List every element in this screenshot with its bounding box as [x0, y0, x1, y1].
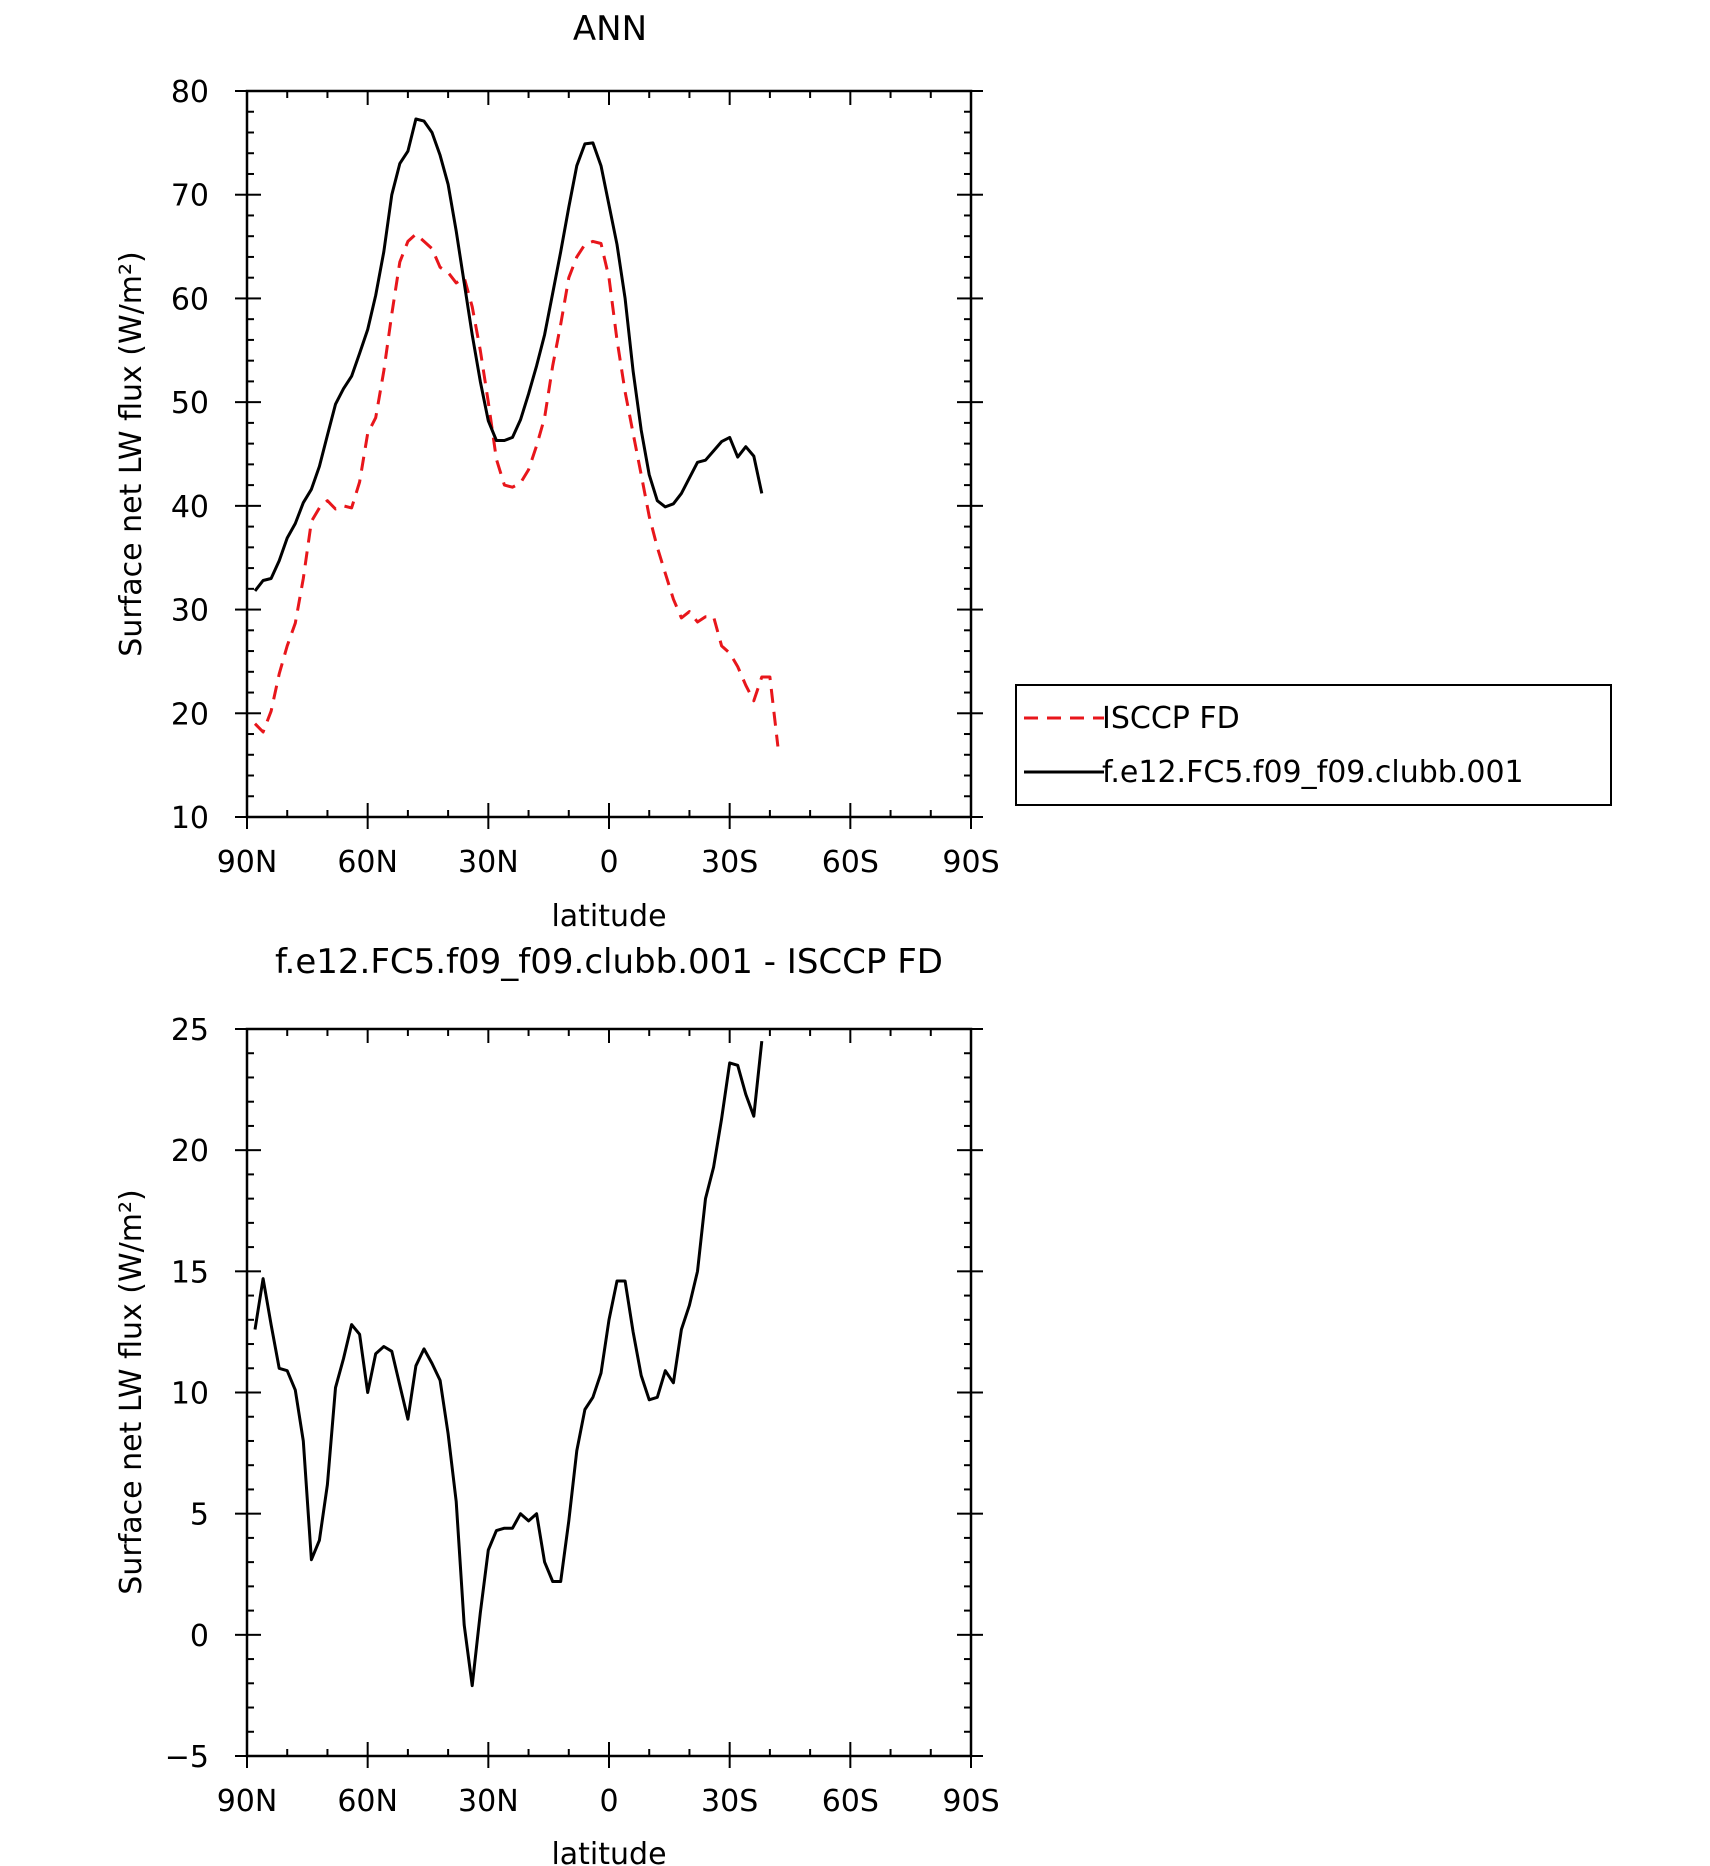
bottom-xtick-label: 90N: [217, 1784, 278, 1819]
top-series-line-0: [253, 232, 780, 747]
top-chart-xlabel: latitude: [551, 899, 666, 934]
bottom-xtick-label: 60N: [337, 1784, 398, 1819]
bottom-ytick-label: −5: [165, 1740, 209, 1775]
legend-label-isccp: ISCCP FD: [1102, 701, 1240, 736]
top-ytick-label: 10: [171, 801, 209, 836]
top-xtick-label: 30N: [458, 845, 519, 880]
bottom-ytick-label: 20: [171, 1134, 209, 1169]
top-chart-ylabel: Surface net LW flux (W/m²): [114, 251, 149, 656]
top-series-line-1: [253, 117, 764, 592]
top-chart-title: ANN: [573, 9, 647, 49]
bottom-xtick-label: 60S: [822, 1784, 879, 1819]
top-ytick-label: 80: [171, 75, 209, 110]
bottom-ytick-label: 25: [171, 1013, 209, 1048]
bottom-chart-title: f.e12.FC5.f09_f09.clubb.001 - ISCCP FD: [275, 942, 943, 982]
top-xtick-label: 0: [599, 845, 618, 880]
top-chart-tick-labels: 90N 60N 30N 0 30S 60S 90S 10 20 30 40 50 60 70 80: [171, 75, 1000, 880]
top-ytick-label: 40: [171, 490, 209, 525]
top-ytick-label: 70: [171, 179, 209, 214]
top-ytick-label: 20: [171, 697, 209, 732]
top-xtick-label: 60S: [822, 845, 879, 880]
top-xtick-label: 90S: [942, 845, 999, 880]
bottom-ytick-label: 10: [171, 1377, 209, 1412]
bottom-ytick-label: 0: [190, 1619, 209, 1654]
bottom-chart-ticks: [235, 1028, 983, 1768]
top-chart-series: [253, 117, 780, 747]
top-chart: ANN 90N 60N 30N 0 30S 60S 90S1020304050607080 …: [114, 9, 1612, 934]
bottom-chart-tick-labels: 90N 60N 30N 0 30S 60S 90S −5 0 5 10 15 20 25: [165, 1013, 1000, 1819]
bottom-chart-ylabel: Surface net LW flux (W/m²): [114, 1189, 149, 1594]
top-xtick-label: 90N: [217, 845, 278, 880]
bottom-xtick-label: 30N: [458, 1784, 519, 1819]
bottom-chart-xlabel: latitude: [551, 1837, 666, 1866]
legend: ISCCP FD f.e12.FC5.f09_f09.clubb.001: [1015, 684, 1612, 806]
top-xtick-label: 30S: [701, 845, 758, 880]
bottom-xtick-label: 90S: [942, 1784, 999, 1819]
bottom-xtick-label: 0: [599, 1784, 618, 1819]
top-chart-frame: [245, 89, 973, 819]
legend-label-model: f.e12.FC5.f09_f09.clubb.001: [1102, 755, 1524, 790]
bottom-ytick-label: 15: [171, 1255, 209, 1290]
top-ytick-label: 30: [171, 594, 209, 629]
bottom-chart-series: [253, 1040, 764, 1688]
top-xtick-label: 60N: [337, 845, 398, 880]
bottom-chart: f.e12.FC5.f09_f09.clubb.001 - ISCCP FD 9…: [114, 942, 1000, 1866]
bottom-series-line-0: [253, 1040, 764, 1688]
legend-box: [1015, 684, 1612, 806]
top-ytick-label: 60: [171, 282, 209, 317]
bottom-xtick-label: 30S: [701, 1784, 758, 1819]
top-ytick-label: 50: [171, 386, 209, 421]
bottom-ytick-label: 5: [190, 1498, 209, 1533]
bottom-chart-frame: [245, 1027, 973, 1758]
